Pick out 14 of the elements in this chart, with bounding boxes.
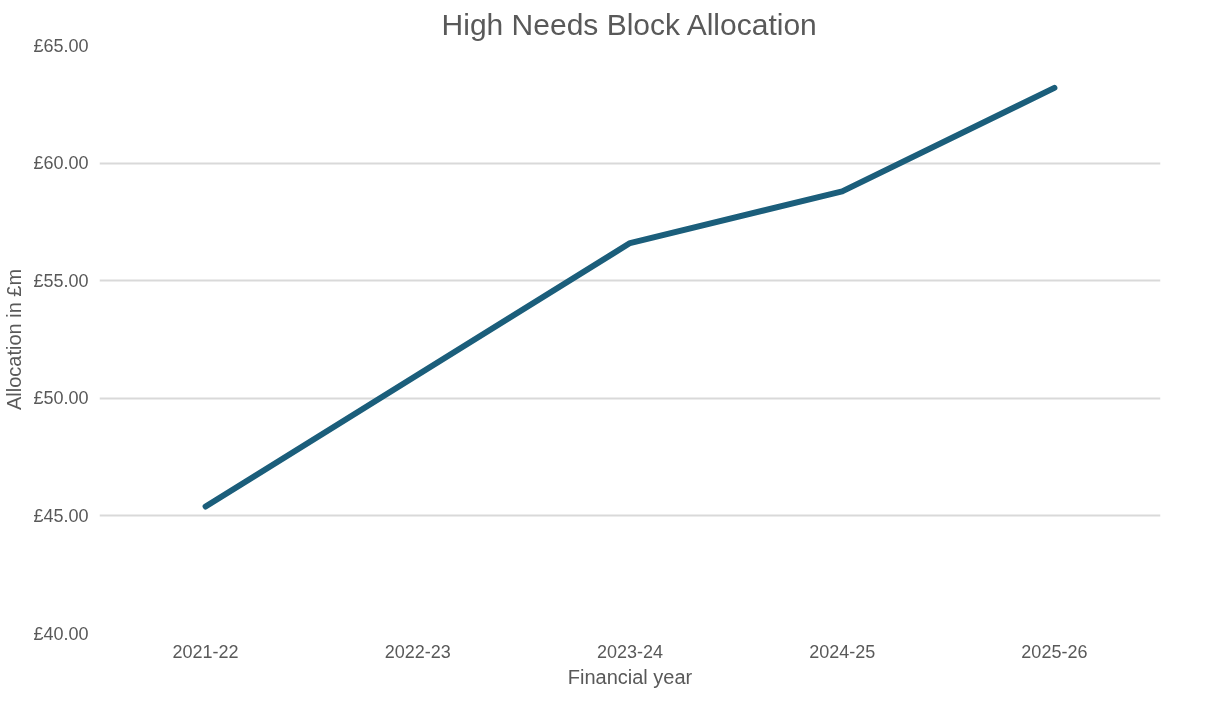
y-tick-label: £40.00 [33,623,89,644]
y-tick-label: £45.00 [33,505,89,526]
y-axis-title: Allocation in £m [3,268,26,411]
x-axis-title: Financial year [567,665,693,688]
x-tick-label: 2024-25 [809,641,876,662]
x-tick-label: 2025-26 [1021,641,1088,662]
y-tick-label: £50.00 [33,388,89,409]
y-tick-label: £60.00 [33,153,89,174]
x-tick-label: 2023-24 [596,641,664,662]
y-tick-label: £55.00 [33,270,89,291]
y-tick-label: £65.00 [33,35,89,56]
x-tick-label: 2022-23 [384,641,451,662]
chart-title: High Needs Block Allocation [441,7,817,41]
x-tick-label: 2021-22 [172,641,239,662]
